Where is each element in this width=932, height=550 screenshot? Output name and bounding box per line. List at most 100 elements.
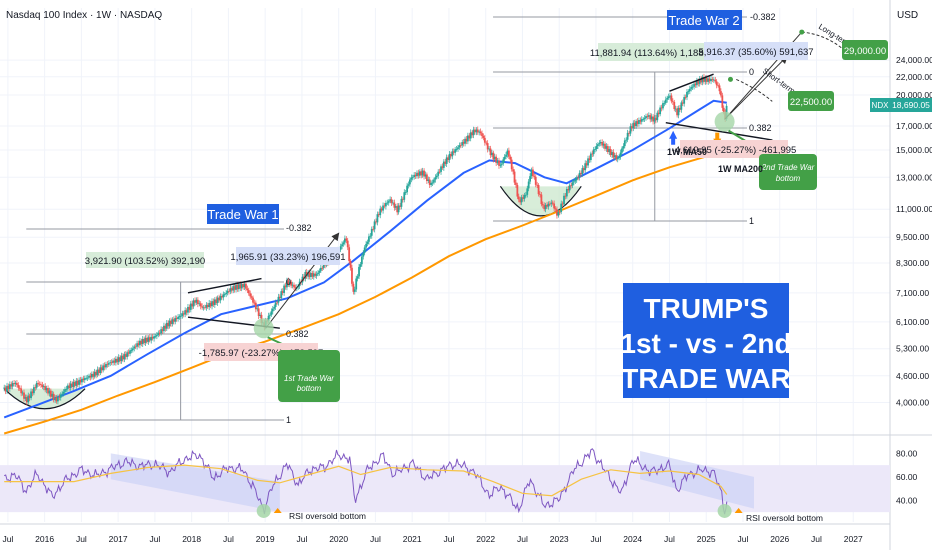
candle[interactable]	[16, 380, 18, 388]
candle[interactable]	[360, 253, 363, 267]
candle[interactable]	[187, 303, 189, 316]
candle[interactable]	[642, 117, 645, 122]
candle[interactable]	[252, 295, 254, 306]
candle[interactable]	[110, 359, 113, 366]
candle[interactable]	[520, 194, 523, 206]
candle[interactable]	[652, 114, 654, 125]
candle[interactable]	[548, 201, 551, 206]
candle[interactable]	[155, 332, 158, 340]
candle[interactable]	[191, 300, 194, 310]
candle[interactable]	[154, 333, 157, 339]
candle[interactable]	[78, 377, 81, 388]
candle[interactable]	[82, 375, 85, 383]
candle[interactable]	[489, 145, 492, 159]
candle[interactable]	[150, 334, 153, 344]
candle[interactable]	[397, 203, 400, 215]
candle[interactable]	[493, 153, 496, 162]
candle[interactable]	[677, 105, 680, 119]
candle[interactable]	[229, 285, 232, 295]
candle[interactable]	[103, 362, 106, 371]
candle[interactable]	[379, 205, 382, 219]
candle[interactable]	[584, 160, 587, 173]
candle[interactable]	[304, 269, 307, 282]
candle[interactable]	[450, 151, 452, 159]
candle[interactable]	[604, 141, 606, 151]
candle[interactable]	[440, 164, 442, 175]
candle[interactable]	[598, 140, 601, 147]
candle[interactable]	[629, 123, 632, 137]
candle[interactable]	[365, 240, 368, 251]
candle[interactable]	[616, 155, 619, 163]
candle[interactable]	[45, 385, 48, 394]
candle[interactable]	[65, 385, 68, 392]
candle[interactable]	[532, 166, 534, 179]
candle[interactable]	[95, 369, 97, 379]
candle[interactable]	[546, 201, 548, 209]
candle[interactable]	[27, 392, 30, 405]
candle[interactable]	[510, 156, 513, 172]
candle[interactable]	[686, 89, 688, 101]
candle[interactable]	[703, 73, 705, 85]
candle[interactable]	[48, 387, 51, 397]
candle[interactable]	[465, 135, 468, 145]
candle[interactable]	[481, 130, 483, 139]
candle[interactable]	[536, 181, 539, 189]
candle[interactable]	[461, 139, 464, 148]
candle[interactable]	[223, 292, 226, 297]
candle[interactable]	[679, 104, 681, 113]
candle[interactable]	[257, 305, 260, 320]
candle[interactable]	[407, 181, 410, 189]
candle[interactable]	[30, 388, 32, 401]
candle[interactable]	[571, 179, 574, 189]
candle[interactable]	[246, 285, 249, 294]
candle[interactable]	[717, 82, 719, 88]
candle[interactable]	[93, 368, 96, 379]
candle[interactable]	[160, 326, 163, 336]
candle[interactable]	[698, 76, 701, 87]
candle[interactable]	[195, 297, 198, 306]
candle[interactable]	[130, 347, 133, 354]
candle[interactable]	[199, 301, 202, 310]
candle[interactable]	[430, 180, 433, 188]
candle[interactable]	[218, 294, 220, 303]
candle[interactable]	[445, 154, 448, 167]
candle[interactable]	[567, 185, 570, 194]
candle[interactable]	[345, 236, 348, 244]
candle[interactable]	[339, 243, 342, 253]
candle[interactable]	[11, 380, 14, 390]
candle[interactable]	[509, 154, 512, 163]
candle[interactable]	[71, 381, 73, 390]
candle[interactable]	[286, 277, 288, 291]
candle[interactable]	[188, 304, 191, 313]
candle[interactable]	[192, 298, 195, 309]
candle[interactable]	[671, 98, 674, 106]
candle[interactable]	[153, 333, 155, 342]
candle[interactable]	[380, 206, 383, 213]
candle[interactable]	[133, 344, 136, 352]
candle[interactable]	[442, 159, 445, 171]
candle[interactable]	[670, 93, 673, 104]
candle[interactable]	[517, 193, 520, 203]
candle[interactable]	[372, 225, 375, 232]
candle[interactable]	[710, 75, 712, 85]
candle[interactable]	[114, 356, 117, 366]
candle[interactable]	[387, 199, 390, 206]
candle[interactable]	[107, 360, 110, 367]
candle[interactable]	[643, 115, 646, 122]
candle[interactable]	[250, 293, 253, 301]
candle[interactable]	[396, 203, 399, 216]
candle[interactable]	[530, 167, 533, 180]
candle[interactable]	[416, 170, 418, 179]
candle[interactable]	[311, 270, 314, 279]
candle[interactable]	[466, 132, 469, 145]
candle[interactable]	[382, 202, 384, 214]
candle[interactable]	[563, 192, 565, 207]
candle[interactable]	[208, 299, 211, 311]
candle[interactable]	[146, 335, 148, 344]
candle[interactable]	[469, 129, 472, 142]
candle[interactable]	[455, 146, 458, 152]
candle[interactable]	[688, 85, 691, 95]
candle[interactable]	[352, 281, 355, 295]
candle[interactable]	[13, 380, 16, 387]
candle[interactable]	[619, 149, 622, 160]
